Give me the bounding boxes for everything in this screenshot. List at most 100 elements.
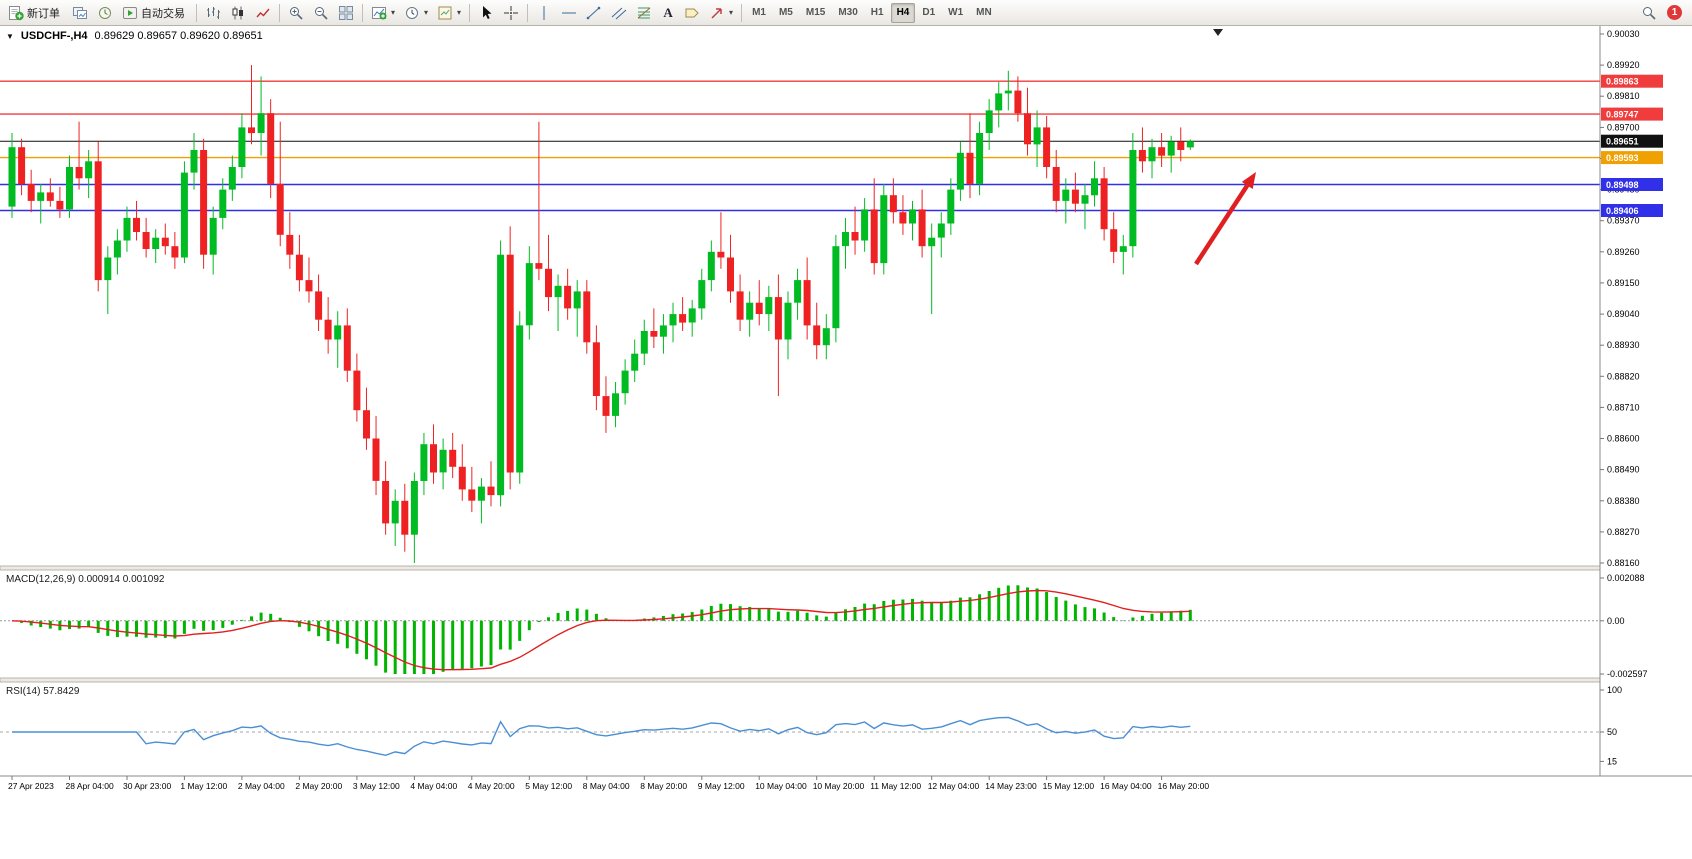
svg-text:0.89810: 0.89810 <box>1607 91 1640 101</box>
svg-text:0.89040: 0.89040 <box>1607 309 1640 319</box>
auto-trading-button[interactable]: 自动交易 <box>118 2 192 24</box>
svg-text:2 May 04:00: 2 May 04:00 <box>238 781 285 791</box>
channel-tool-button[interactable] <box>607 2 631 24</box>
svg-text:0.88930: 0.88930 <box>1607 340 1640 350</box>
cursor-icon <box>483 5 492 19</box>
svg-text:0.88710: 0.88710 <box>1607 402 1640 412</box>
candlestick-chart-icon <box>232 6 243 19</box>
horizontal-level-lines <box>0 80 1600 212</box>
horizontal-line-tool-button[interactable] <box>557 2 581 24</box>
timeframe-m5[interactable]: M5 <box>778 7 793 18</box>
market-watch-button[interactable] <box>93 2 117 24</box>
bar-chart-button[interactable] <box>201 2 225 24</box>
arrows-tool-button[interactable]: ▾ <box>705 2 737 24</box>
svg-text:12 May 04:00: 12 May 04:00 <box>928 781 980 791</box>
timeframe-h1[interactable]: H1 <box>870 7 884 18</box>
crosshair-tool-button[interactable] <box>499 2 523 24</box>
svg-text:0.90030: 0.90030 <box>1607 29 1640 39</box>
svg-text:100: 100 <box>1607 685 1622 695</box>
line-chart-icon <box>256 8 270 17</box>
notification-badge[interactable]: 1 <box>1667 5 1682 20</box>
svg-text:15 May 12:00: 15 May 12:00 <box>1043 781 1095 791</box>
toolbar-separator <box>362 3 363 22</box>
caret-down-icon: ▾ <box>729 7 734 17</box>
svg-text:MACD(12,26,9) 0.000914 0.00109: MACD(12,26,9) 0.000914 0.001092 <box>6 574 165 585</box>
candles-layer <box>8 65 1194 563</box>
candlestick-chart-button[interactable] <box>226 2 250 24</box>
trendline-tool-button[interactable] <box>582 2 606 24</box>
svg-text:28 Apr 04:00: 28 Apr 04:00 <box>66 781 114 791</box>
charts-button[interactable] <box>68 2 92 24</box>
line-chart-button[interactable] <box>251 2 275 24</box>
zoom-out-button[interactable] <box>309 2 333 24</box>
svg-text:0.89747: 0.89747 <box>1606 110 1639 120</box>
search-button[interactable] <box>1637 2 1661 24</box>
svg-text:8 May 20:00: 8 May 20:00 <box>640 781 687 791</box>
tile-windows-icon <box>339 5 353 20</box>
horizontal-line-icon <box>562 12 577 13</box>
svg-text:30 Apr 23:00: 30 Apr 23:00 <box>123 781 171 791</box>
chart-background <box>0 26 1692 795</box>
svg-text:10 May 04:00: 10 May 04:00 <box>755 781 807 791</box>
svg-text:11 May 12:00: 11 May 12:00 <box>870 781 921 791</box>
timeframe-m30[interactable]: M30 <box>838 7 858 18</box>
fibonacci-tool-button[interactable] <box>632 2 656 24</box>
svg-text:1 May 12:00: 1 May 12:00 <box>180 781 227 791</box>
svg-text:0.88380: 0.88380 <box>1607 496 1640 506</box>
svg-text:0.88600: 0.88600 <box>1607 434 1640 444</box>
auto-trading-icon <box>123 6 137 19</box>
svg-text:0.89406: 0.89406 <box>1606 206 1639 216</box>
svg-text:16 May 04:00: 16 May 04:00 <box>1100 781 1152 791</box>
vertical-line-tool-button[interactable] <box>532 2 556 24</box>
vertical-line-icon <box>543 5 545 20</box>
svg-text:0.89700: 0.89700 <box>1607 122 1640 132</box>
label-tool-button[interactable] <box>680 2 704 24</box>
toolbar: 新订单 自动交易 ▾ ▾ ▾ <box>0 0 1692 26</box>
svg-text:16 May 20:00: 16 May 20:00 <box>1158 781 1210 791</box>
fibonacci-icon <box>637 7 651 18</box>
caret-down-icon: ▾ <box>424 7 429 17</box>
timeframe-m15[interactable]: M15 <box>805 7 826 18</box>
svg-text:8 May 04:00: 8 May 04:00 <box>583 781 630 791</box>
market-watch-icon <box>99 6 111 19</box>
caret-down-icon: ▾ <box>391 7 396 17</box>
auto-trading-label: 自动交易 <box>141 7 185 20</box>
timeframe-m1[interactable]: M1 <box>752 7 766 18</box>
zoom-out-icon <box>315 6 328 20</box>
svg-text:-0.002597: -0.002597 <box>1607 669 1648 679</box>
zoom-in-button[interactable] <box>284 2 308 24</box>
label-tag-icon <box>685 8 699 17</box>
svg-text:0.89863: 0.89863 <box>1606 77 1639 87</box>
new-order-button[interactable]: 新订单 <box>4 2 67 24</box>
cursor-tool-button[interactable] <box>474 2 498 24</box>
price-chart-svg[interactable]: 0.900300.899200.898100.897000.895900.894… <box>0 26 1692 795</box>
svg-text:14 May 23:00: 14 May 23:00 <box>985 781 1037 791</box>
caret-down-icon: ▾ <box>457 7 462 17</box>
svg-text:0.00: 0.00 <box>1607 616 1625 626</box>
text-tool-button[interactable]: A <box>657 2 679 24</box>
search-icon <box>1643 6 1656 20</box>
indicators-button[interactable]: ▾ <box>367 2 399 24</box>
templates-button[interactable]: ▾ <box>433 2 465 24</box>
toolbar-separator <box>196 3 197 22</box>
svg-text:0.89651: 0.89651 <box>1606 137 1639 147</box>
periods-button[interactable]: ▾ <box>400 2 432 24</box>
channel-icon <box>611 7 627 19</box>
crosshair-icon <box>504 5 519 20</box>
rsi-panel: RSI(14) 57.8429 <box>0 686 1600 757</box>
tile-windows-button[interactable] <box>334 2 358 24</box>
shift-marker <box>1213 29 1223 36</box>
svg-text:4 May 04:00: 4 May 04:00 <box>410 781 457 791</box>
arrow-shape-icon <box>711 7 722 19</box>
timeframe-d1[interactable]: D1 <box>922 7 936 18</box>
charts-icon <box>73 6 87 19</box>
timeframe-h4[interactable]: H4 <box>890 2 916 23</box>
bar-chart-icon <box>207 6 220 19</box>
svg-text:5 May 12:00: 5 May 12:00 <box>525 781 572 791</box>
new-order-label: 新订单 <box>27 7 60 20</box>
templates-icon <box>438 6 452 19</box>
timeframe-w1[interactable]: W1 <box>948 7 964 18</box>
svg-text:0.88490: 0.88490 <box>1607 465 1640 475</box>
macd-panel: MACD(12,26,9) 0.000914 0.001092 <box>0 574 1600 674</box>
timeframe-mn[interactable]: MN <box>976 7 992 18</box>
